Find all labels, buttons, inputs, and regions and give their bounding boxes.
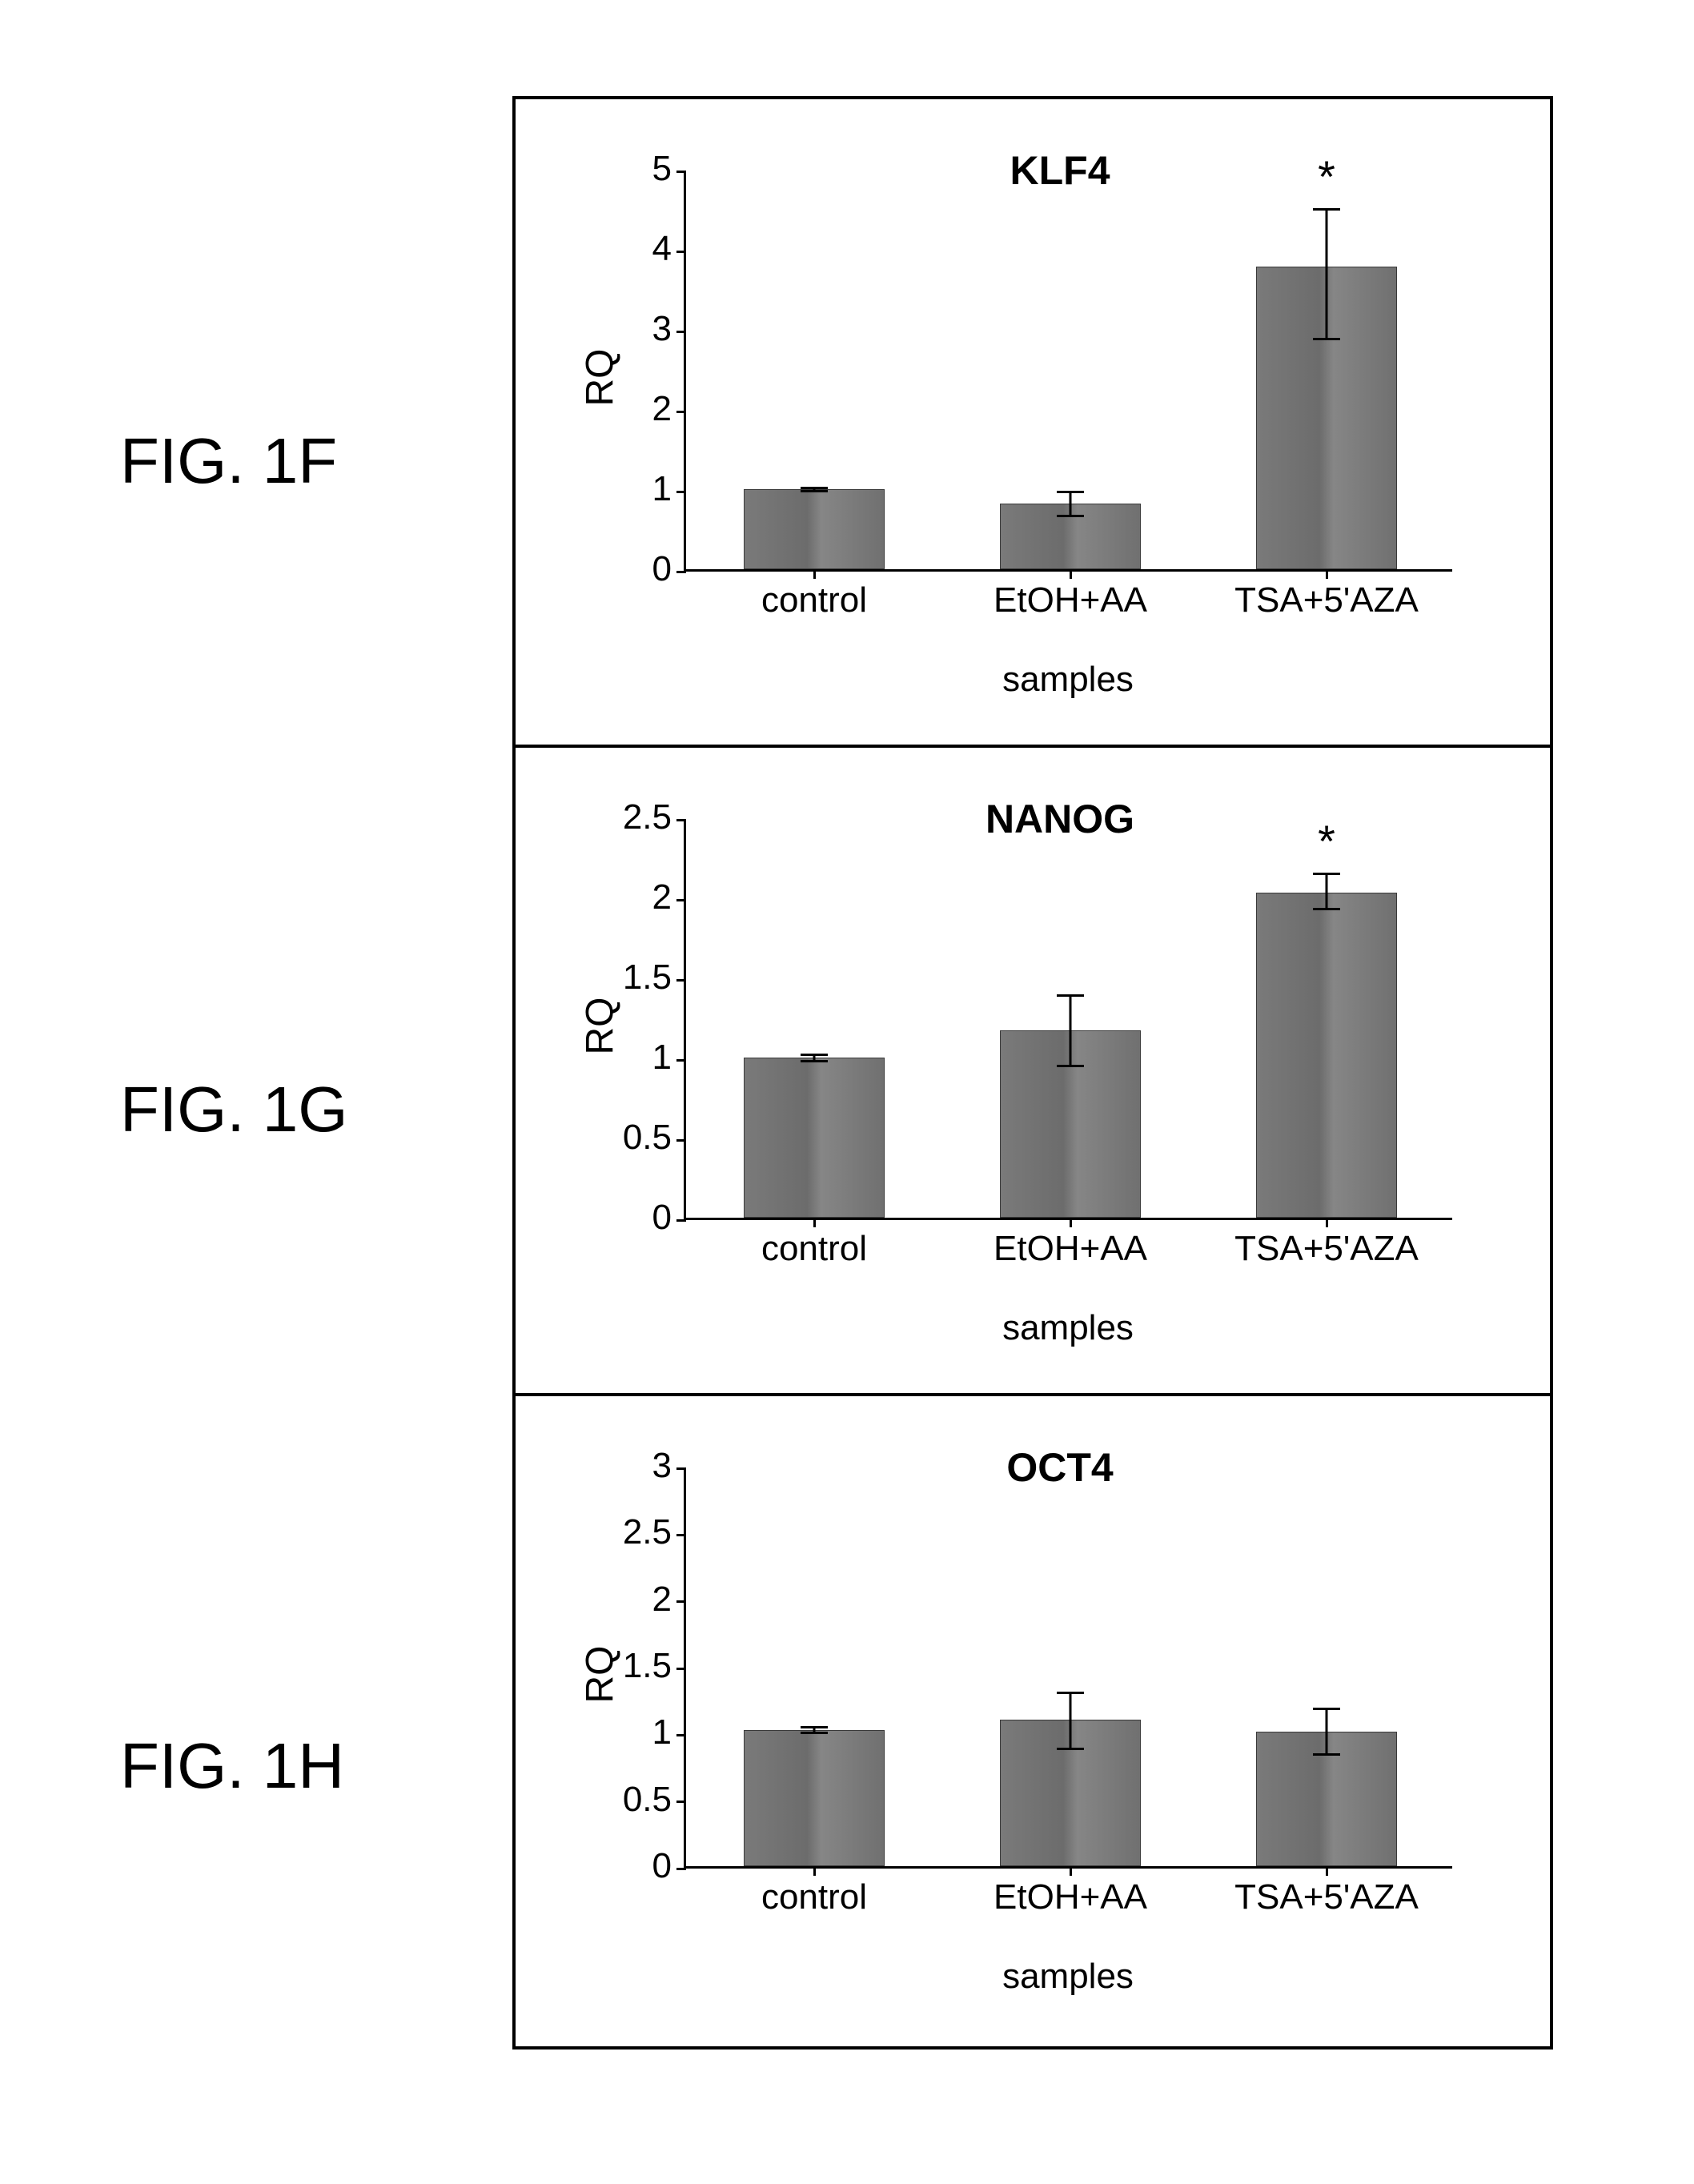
x-axis-sublabel: samples: [1002, 1957, 1134, 1997]
error-bar-line: [1070, 492, 1072, 516]
error-bar-cap-top: [1313, 873, 1340, 875]
x-tick-label: TSA+5'AZA: [1234, 1218, 1419, 1270]
y-tick-label: 1.5: [623, 958, 686, 998]
y-tick-label: 4: [652, 229, 686, 269]
figure-label-1f: FIG. 1F: [120, 424, 337, 498]
error-bar-line: [1326, 873, 1328, 909]
y-tick-label: 1: [652, 1038, 686, 1078]
panel-oct4: OCT4RQ00.511.522.53controlEtOH+AATSA+5'A…: [516, 1396, 1550, 2053]
x-tick-label: control: [761, 1866, 867, 1918]
error-bar-cap-top: [1057, 491, 1084, 493]
error-bar-cap-top: [801, 1726, 828, 1728]
y-tick-label: 1: [652, 1712, 686, 1752]
plot-area: 012345controlEtOH+AATSA+5'AZA*: [684, 171, 1452, 572]
x-tick-label: TSA+5'AZA: [1234, 1866, 1419, 1918]
panel-klf4: KLF4RQ012345controlEtOH+AATSA+5'AZA*samp…: [516, 99, 1550, 748]
error-bar-cap-top: [1057, 1692, 1084, 1694]
y-tick-label: 1: [652, 469, 686, 509]
error-bar-cap-bottom: [1313, 908, 1340, 910]
error-bar-line: [1326, 1708, 1328, 1754]
y-tick-label: 2: [652, 389, 686, 429]
y-tick-label: 0: [652, 549, 686, 589]
error-bar-cap-bottom: [1057, 1748, 1084, 1750]
y-tick-label: 1.5: [623, 1646, 686, 1686]
error-bar-cap-bottom: [1057, 515, 1084, 517]
error-bar-cap-bottom: [801, 1732, 828, 1734]
y-tick-label: 2.5: [623, 797, 686, 837]
y-tick-label: 0.5: [623, 1780, 686, 1820]
error-bar-cap-bottom: [1313, 338, 1340, 340]
error-bar-cap-top: [1313, 1708, 1340, 1710]
error-bar-line: [1326, 209, 1328, 339]
figure-label-1h: FIG. 1H: [120, 1729, 344, 1803]
y-tick-label: 3: [652, 1446, 686, 1486]
error-bar-cap-bottom: [1313, 1753, 1340, 1756]
y-tick-label: 0: [652, 1846, 686, 1886]
page-root: FIG. 1F FIG. 1G FIG. 1H KLF4RQ012345cont…: [0, 0, 1694, 2184]
x-tick-label: control: [761, 569, 867, 621]
x-tick-label: EtOH+AA: [994, 1866, 1147, 1918]
plot-area: 00.511.522.5controlEtOH+AATSA+5'AZA*: [684, 820, 1452, 1220]
error-bar-cap-top: [801, 1054, 828, 1056]
significance-marker: *: [1318, 815, 1335, 867]
y-tick-label: 5: [652, 149, 686, 189]
error-bar-cap-bottom: [1057, 1065, 1084, 1067]
bar-nanog-0: [744, 1058, 885, 1218]
x-tick-label: EtOH+AA: [994, 1218, 1147, 1270]
x-axis-sublabel: samples: [1002, 660, 1134, 700]
bar-klf4-0: [744, 489, 885, 569]
x-tick-label: control: [761, 1218, 867, 1270]
y-axis-label: RQ: [579, 349, 623, 407]
significance-marker: *: [1318, 151, 1335, 203]
panel-group: KLF4RQ012345controlEtOH+AATSA+5'AZA*samp…: [512, 96, 1553, 2050]
y-tick-label: 0.5: [623, 1118, 686, 1158]
error-bar-line: [1070, 1692, 1072, 1748]
y-tick-label: 2.5: [623, 1512, 686, 1552]
error-bar-cap-bottom: [801, 1060, 828, 1062]
y-tick-label: 2: [652, 1580, 686, 1620]
y-axis-label: RQ: [579, 998, 623, 1055]
x-tick-label: TSA+5'AZA: [1234, 569, 1419, 621]
y-tick-label: 2: [652, 877, 686, 917]
error-bar-line: [1070, 995, 1072, 1066]
panel-nanog: NANOGRQ00.511.522.5controlEtOH+AATSA+5'A…: [516, 748, 1550, 1396]
error-bar-cap-bottom: [801, 490, 828, 492]
bar-oct4-0: [744, 1730, 885, 1866]
x-axis-sublabel: samples: [1002, 1308, 1134, 1348]
error-bar-cap-top: [801, 487, 828, 489]
error-bar-cap-top: [1057, 994, 1084, 997]
y-tick-label: 0: [652, 1198, 686, 1238]
bar-nanog-2: [1256, 893, 1397, 1218]
y-tick-label: 3: [652, 309, 686, 349]
plot-area: 00.511.522.53controlEtOH+AATSA+5'AZA: [684, 1468, 1452, 1869]
y-axis-label: RQ: [579, 1646, 623, 1704]
figure-label-1g: FIG. 1G: [120, 1073, 348, 1146]
x-tick-label: EtOH+AA: [994, 569, 1147, 621]
error-bar-cap-top: [1313, 208, 1340, 211]
